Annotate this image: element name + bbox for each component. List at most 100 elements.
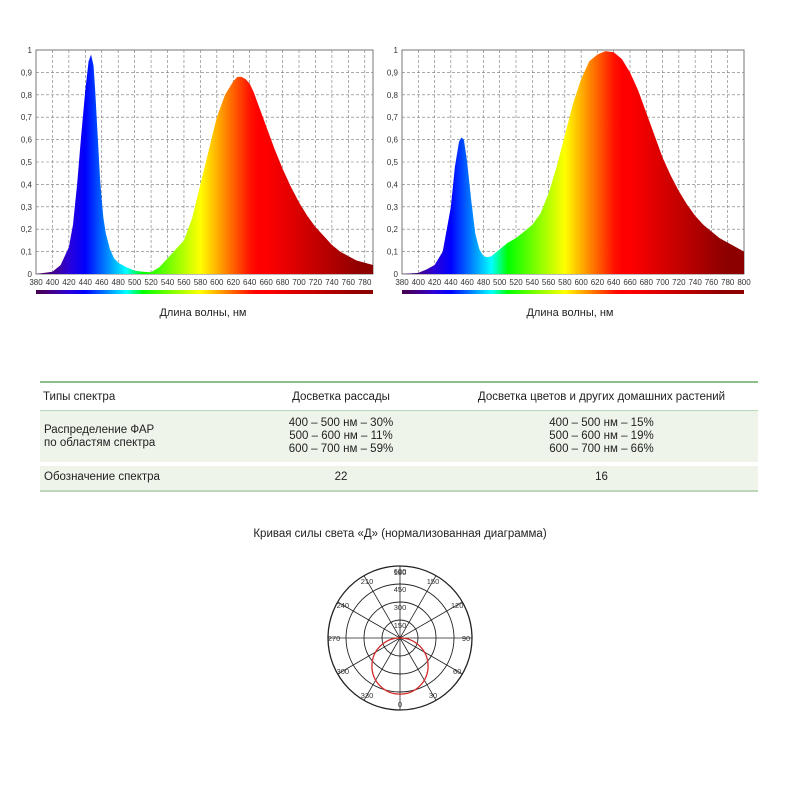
cell-line: 500 – 600 нм – 11%	[289, 430, 393, 442]
x-tick-label: 500	[128, 278, 142, 287]
y-tick-label: 0,3	[21, 203, 33, 212]
x-tick-label: 760	[705, 278, 719, 287]
x-tick-label: 480	[477, 278, 491, 287]
angle-tick-label: 270	[328, 634, 341, 643]
header-cell: Досветка цветов и других домашних растен…	[445, 381, 758, 411]
x-tick-label: 580	[194, 278, 208, 287]
header-cell: Типы спектра	[40, 381, 237, 411]
x-tick-label: 640	[243, 278, 257, 287]
table-cell: 22	[237, 464, 445, 492]
x-tick-label: 640	[607, 278, 621, 287]
cell-line: 500 – 600 нм – 19%	[549, 430, 654, 442]
angle-tick-label: 60	[453, 667, 461, 676]
wavelength-color-bar	[36, 290, 373, 294]
wavelength-color-bar	[402, 290, 744, 294]
x-tick-label: 460	[460, 278, 474, 287]
x-tick-label: 500	[493, 278, 507, 287]
x-tick-label: 540	[161, 278, 175, 287]
radial-tick-label: 300	[394, 603, 407, 612]
spectrum-chart-houseplants: 0 0,1 0,2 0,3 0,4 0,5 0,6 0,7 0,8 0,9 1 380 400 420 44…	[387, 46, 751, 294]
x-tick-label: 620	[591, 278, 605, 287]
cell-line: 400 – 500 нм – 30%	[288, 417, 394, 429]
x-tick-label: 520	[144, 278, 158, 287]
y-tick-label: 0,7	[21, 113, 33, 122]
row-label: Обозначение спектра	[40, 464, 237, 492]
angle-tick-label: 120	[451, 601, 464, 610]
x-tick-label: 660	[259, 278, 273, 287]
x-tick-label: 420	[428, 278, 442, 287]
polar-spoke	[399, 637, 437, 701]
radial-tick-label: 600	[394, 567, 407, 576]
x-tick-label: 560	[542, 278, 556, 287]
y-tick-label: 0,9	[387, 68, 399, 77]
x-tick-label: 540	[526, 278, 540, 287]
y-tick-label: 0,6	[387, 136, 399, 145]
x-tick-label: 660	[623, 278, 637, 287]
row-label-line: Распределение ФАР	[44, 423, 155, 436]
angle-tick-label: 180	[394, 568, 407, 577]
angle-tick-label: 150	[427, 577, 440, 586]
x-tick-label: 600	[210, 278, 224, 287]
y-tick-label: 0,6	[21, 136, 33, 145]
x-tick-label: 740	[325, 278, 339, 287]
y-tick-label: 0,9	[21, 68, 33, 77]
y-tick-label: 0,4	[387, 180, 399, 189]
angle-tick-label: 90	[462, 634, 470, 643]
x-tick-label: 680	[276, 278, 290, 287]
spectrum-table: Типы спектра Досветка рассады Досветка ц…	[40, 381, 758, 492]
x-axis-label: Длина волны, нм	[159, 307, 247, 319]
angle-tick-label: 210	[361, 577, 374, 586]
x-tick-label: 400	[46, 278, 60, 287]
x-tick-label: 420	[62, 278, 76, 287]
x-tick-label: 520	[509, 278, 523, 287]
x-tick-label: 440	[444, 278, 458, 287]
spectrum-area	[36, 54, 373, 275]
x-tick-label: 760	[342, 278, 356, 287]
x-tick-label: 400	[412, 278, 426, 287]
table-row: Обозначение спектра 22 16	[40, 464, 758, 492]
angle-tick-label: 240	[337, 601, 350, 610]
spectrum-area	[402, 51, 744, 275]
x-tick-label: 720	[309, 278, 323, 287]
polar-spoke	[337, 601, 401, 639]
spectrum-chart-seedlings: 0 0,1 0,2 0,3 0,4 0,5 0,6 0,7 0,8 0,9 1 380 400 420 44…	[21, 46, 374, 294]
y-tick-label: 1	[394, 46, 399, 55]
x-tick-label: 780	[721, 278, 735, 287]
x-tick-label: 700	[656, 278, 670, 287]
polar-chart-title: Кривая силы света «Д» (нормализованная д…	[253, 528, 547, 540]
y-tick-label: 0,4	[21, 180, 33, 189]
y-tick-label: 0,8	[21, 91, 33, 100]
x-tick-label: 440	[79, 278, 93, 287]
x-tick-label: 560	[177, 278, 191, 287]
x-tick-label: 480	[112, 278, 126, 287]
polar-spoke	[363, 575, 401, 639]
polar-spoke	[399, 637, 463, 675]
x-axis-label: Длина волны, нм	[526, 307, 614, 319]
x-tick-label: 380	[29, 278, 43, 287]
angle-tick-label: 300	[337, 667, 350, 676]
radial-tick-label: 450	[394, 585, 407, 594]
table-cell: 400 – 500 нм – 15% 500 – 600 нм – 19% 60…	[445, 410, 758, 466]
x-tick-label: 380	[395, 278, 409, 287]
cell-line: 600 – 700 нм – 59%	[288, 443, 394, 455]
x-tick-label: 460	[95, 278, 109, 287]
cell-line: 600 – 700 нм – 66%	[549, 443, 654, 455]
row-label: Распределение ФАР по областям спектра	[40, 410, 237, 466]
y-tick-label: 0,8	[387, 91, 399, 100]
table-cell: 16	[445, 464, 758, 492]
y-tick-label: 0,5	[21, 158, 33, 167]
row-label-line: по областям спектра	[44, 436, 156, 449]
polar-spoke	[399, 575, 437, 639]
x-tick-label: 800	[737, 278, 751, 287]
y-tick-label: 0,2	[21, 225, 33, 234]
table-row: Распределение ФАР по областям спектра 40…	[40, 410, 758, 466]
radial-tick-label: 150	[394, 621, 407, 630]
x-tick-label: 700	[292, 278, 306, 287]
polar-spoke	[399, 601, 463, 639]
x-tick-label: 720	[672, 278, 686, 287]
x-tick-label: 740	[688, 278, 702, 287]
angle-tick-label: 0	[398, 700, 402, 709]
polar-spoke	[363, 637, 401, 701]
y-tick-label: 0,1	[21, 248, 33, 257]
y-tick-label: 0,1	[387, 248, 399, 257]
